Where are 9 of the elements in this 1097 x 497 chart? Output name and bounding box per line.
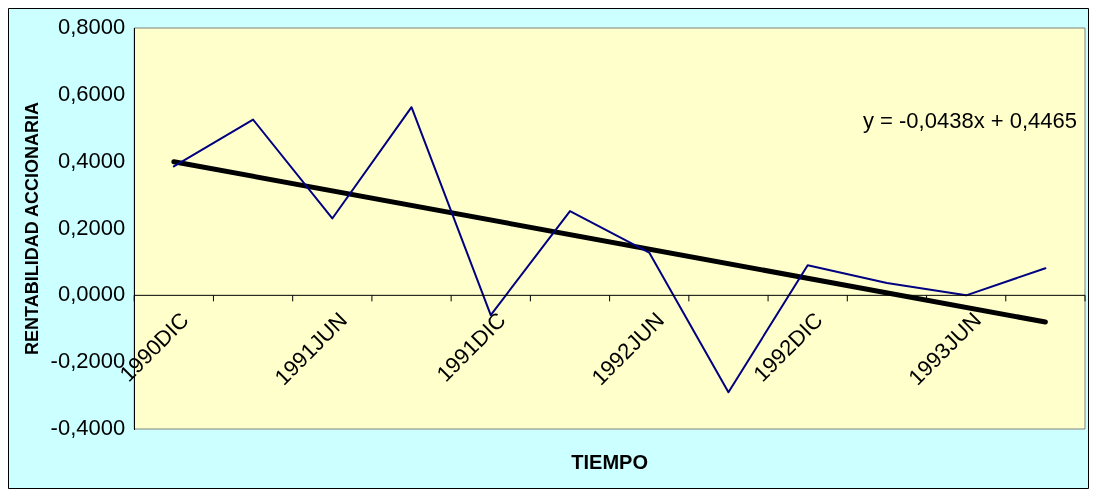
y-tick-label: -0,4000: [50, 415, 126, 441]
y-tick-label: 0,8000: [57, 14, 126, 40]
y-tick-label: 0,0000: [57, 281, 126, 307]
y-tick-label: 0,4000: [57, 147, 126, 173]
y-tick-label: 0,6000: [57, 80, 126, 106]
x-axis-title: TIEMPO: [571, 450, 648, 473]
y-tick-label: 0,2000: [57, 214, 126, 240]
y-axis-title: RENTABILIDAD ACCIONARIA: [21, 102, 42, 355]
annotation: y = -0,0438x + 0,4465: [862, 108, 1077, 133]
